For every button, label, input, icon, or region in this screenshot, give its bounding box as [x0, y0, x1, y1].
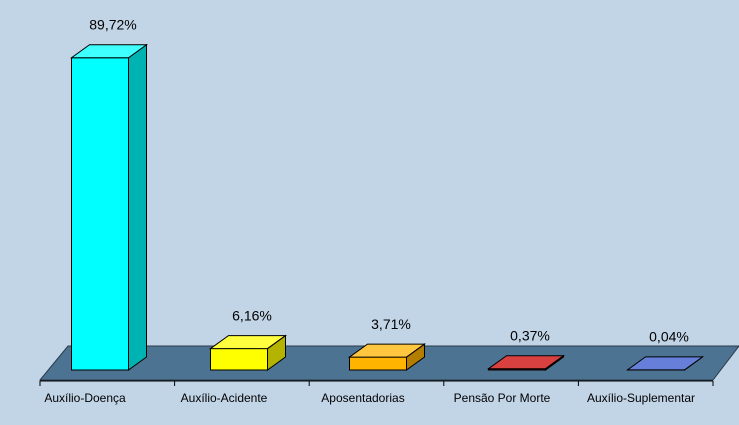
value-label: 6,16%	[232, 307, 272, 323]
bar-side	[128, 43, 147, 371]
bar-top	[69, 44, 149, 59]
x-tick-label: Auxílio-Acidente	[180, 391, 268, 405]
x-tick-label: Auxílio-Doença	[44, 391, 126, 405]
value-label: 89,72%	[89, 16, 136, 32]
bar	[349, 356, 407, 371]
bar	[210, 348, 268, 371]
bar-top	[486, 355, 566, 370]
bar-top	[347, 343, 427, 358]
bar-top	[208, 335, 288, 350]
bar-top	[625, 356, 705, 371]
value-label: 3,71%	[371, 316, 411, 332]
bar	[71, 57, 129, 371]
x-tick-label: Auxílio-Suplementar	[586, 391, 696, 405]
x-tick-label: Pensão Por Morte	[453, 391, 551, 405]
value-label: 0,37%	[510, 327, 550, 343]
x-tick-label: Aposentadorias	[321, 391, 405, 405]
value-label: 0,04%	[649, 329, 689, 345]
